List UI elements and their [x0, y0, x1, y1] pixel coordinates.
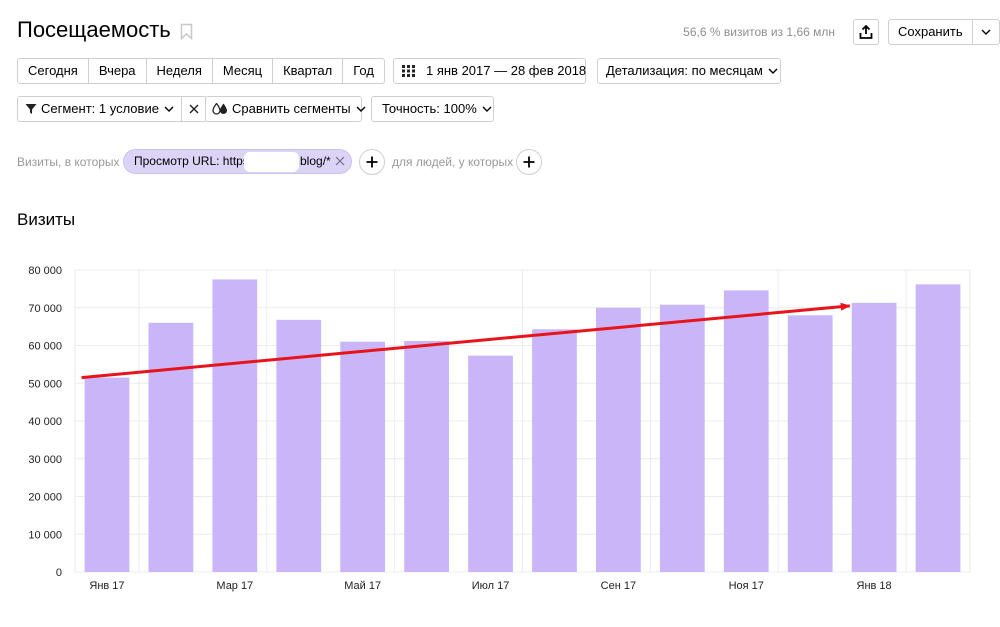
y-tick-label: 0 [56, 567, 62, 579]
segment-dropdown[interactable]: Сегмент: 1 условие [18, 97, 182, 121]
segment-label: Сегмент: 1 условие [41, 101, 159, 116]
add-people-condition-button[interactable] [516, 149, 542, 175]
add-visit-condition-button[interactable] [359, 149, 385, 175]
chart-section-title: Визиты [17, 210, 76, 229]
bar-Июл 17[interactable] [468, 355, 513, 572]
redacted-area [244, 152, 299, 172]
bar-Фев 18[interactable] [915, 284, 961, 572]
save-menu-button[interactable] [973, 20, 999, 44]
period-option[interactable]: Квартал [273, 59, 344, 83]
period-option[interactable]: Вчера [89, 59, 147, 83]
period-option[interactable]: Сегодня [18, 59, 89, 83]
plus-icon [366, 156, 378, 168]
chevron-down-icon [164, 106, 174, 112]
bar-Апр 17[interactable] [276, 319, 322, 572]
filter-icon [25, 104, 37, 114]
detail-dropdown[interactable]: Детализация: по месяцам [597, 58, 781, 84]
bar-Сен 17[interactable] [596, 307, 641, 572]
visits-share-stat: 56,6 % визитов из 1,66 млн [683, 25, 835, 39]
bar-Окт 17[interactable] [659, 304, 705, 572]
url-filter-chip[interactable]: Просмотр URL: https blog/* [123, 149, 352, 174]
y-tick-label: 20 000 [28, 492, 62, 504]
y-tick-label: 50 000 [28, 378, 62, 390]
chip-prefix: Просмотр URL: https [134, 154, 249, 168]
y-tick-label: 60 000 [28, 341, 62, 353]
bar-Мар 17[interactable] [212, 279, 258, 572]
page-title: Посещаемость [17, 17, 171, 42]
close-icon [189, 104, 199, 114]
x-tick-label: Мар 17 [216, 580, 253, 592]
bar-Июн 17[interactable] [404, 340, 449, 572]
chevron-down-icon [981, 29, 991, 35]
remove-chip-icon[interactable] [335, 156, 345, 166]
bar-Янв 18[interactable] [851, 302, 897, 572]
bar-Ноя 17[interactable] [723, 290, 769, 572]
chevron-down-icon [356, 106, 366, 112]
save-button[interactable]: Сохранить [889, 20, 973, 44]
bookmark-icon[interactable] [180, 23, 193, 40]
drops-icon [212, 103, 227, 115]
y-tick-label: 30 000 [28, 454, 62, 466]
x-tick-label: Янв 17 [89, 580, 124, 592]
date-range-label: 1 янв 2017 — 28 фев 2018 [426, 63, 587, 78]
date-range-button[interactable]: 1 янв 2017 — 28 фев 2018 [393, 58, 586, 84]
compare-segments-dropdown[interactable]: Сравнить сегменты [205, 96, 366, 122]
x-tick-label: Июл 17 [472, 580, 510, 592]
accuracy-label: Точность: 100% [382, 101, 477, 116]
period-option[interactable]: Неделя [147, 59, 213, 83]
save-button-group: Сохранить [888, 19, 1000, 45]
chevron-down-icon [768, 68, 778, 74]
calendar-icon [402, 65, 415, 77]
period-option[interactable]: Год [353, 63, 374, 78]
bar-Дек 17[interactable] [787, 315, 833, 572]
accuracy-dropdown[interactable]: Точность: 100% [371, 96, 494, 122]
visits-bar-chart: 0 10 000 20 000 30 000 40 000 50 000 60 000 70 … [28, 265, 971, 592]
period-selector: Сегодня Вчера Неделя Месяц Квартал Год [17, 58, 385, 84]
bar-Фев 17[interactable] [148, 322, 194, 572]
export-icon [859, 25, 873, 39]
y-tick-label: 10 000 [28, 529, 62, 541]
bar-Янв 17[interactable] [84, 377, 130, 572]
people-filter-label: для людей, у которых [392, 155, 514, 169]
chip-suffix: blog/* [300, 154, 331, 168]
plus-icon [523, 156, 535, 168]
y-tick-label: 80 000 [28, 265, 62, 277]
x-tick-label: Май 17 [344, 580, 381, 592]
bar-Май 17[interactable] [340, 341, 386, 572]
y-tick-label: 40 000 [28, 416, 62, 428]
visits-filter-label: Визиты, в которых [17, 155, 120, 169]
trend-arrow [81, 302, 851, 380]
clear-segment-button[interactable] [182, 97, 206, 121]
detail-label: Детализация: по месяцам [606, 63, 763, 78]
export-button[interactable] [853, 19, 879, 45]
chevron-down-icon [482, 106, 492, 112]
bar-Авг 17[interactable] [532, 329, 577, 572]
x-tick-label: Ноя 17 [729, 580, 764, 592]
x-tick-label: Сен 17 [601, 580, 636, 592]
x-tick-label: Янв 18 [857, 580, 892, 592]
y-tick-label: 70 000 [28, 303, 62, 315]
period-option[interactable]: Месяц [213, 59, 274, 83]
segment-control: Сегмент: 1 условие [17, 96, 207, 122]
compare-label: Сравнить сегменты [232, 101, 351, 116]
